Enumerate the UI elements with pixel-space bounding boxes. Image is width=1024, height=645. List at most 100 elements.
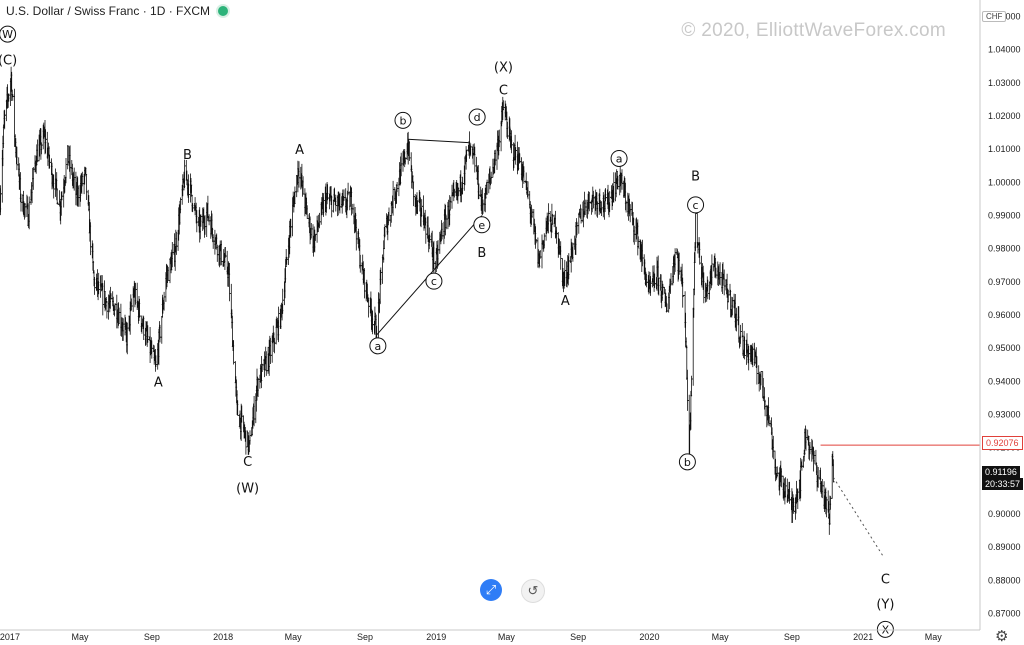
price-tick-label: 0.99000: [988, 211, 1021, 221]
wave-label-text: W: [2, 28, 13, 41]
trendlines: [376, 138, 980, 558]
ohlc-bar: [0, 185, 2, 216]
time-tick-label: May: [285, 632, 303, 642]
trendline[interactable]: [407, 138, 469, 144]
time-tick-label: May: [498, 632, 516, 642]
wave-label-text: c: [431, 275, 437, 288]
wave-label-text: B: [183, 148, 192, 163]
wave-label: d: [468, 108, 486, 126]
wave-label-text: (Y): [876, 597, 894, 612]
price-tick-label: 0.87000: [988, 608, 1021, 618]
wave-label-text: c: [693, 199, 699, 212]
wave-label: b: [394, 111, 412, 129]
wave-label-text: (X): [494, 60, 513, 75]
wave-label: (Y): [876, 597, 894, 612]
wave-label: c: [425, 272, 443, 290]
ohlc-bars: [0, 66, 835, 535]
price-tick-label: 0.96000: [988, 310, 1021, 320]
wave-label-text: B: [691, 170, 700, 185]
wave-label-circle: [468, 108, 486, 126]
ohlc-bar: [216, 244, 219, 262]
time-tick-label: May: [72, 632, 90, 642]
wave-label-circle: [876, 620, 894, 638]
wave-label: C: [499, 84, 508, 99]
wave-label: B: [477, 246, 486, 261]
time-tick-label: Sep: [357, 632, 373, 642]
ohlc-bar: [692, 307, 695, 386]
wave-label: (W): [236, 481, 259, 496]
time-tick-label: May: [712, 632, 730, 642]
wave-label: X: [876, 620, 894, 638]
price-tick-label: 0.89000: [988, 542, 1021, 552]
time-tick-label: May: [925, 632, 943, 642]
wave-label-circle: [678, 453, 696, 471]
red-level-price-tag: 0.92076: [982, 436, 1023, 450]
wave-label-text: B: [477, 246, 486, 261]
price-tick-label: 1.00000: [988, 177, 1021, 187]
price-tick-label: 1.03000: [988, 78, 1021, 88]
ohlc-bar: [346, 182, 350, 196]
wave-label-circle: [394, 111, 412, 129]
settings-button[interactable]: ⚙: [995, 627, 1008, 645]
price-tick-label: 0.88000: [988, 575, 1021, 585]
wave-label-circle: [0, 25, 17, 43]
wave-label: c: [687, 196, 705, 214]
fit-screen-button[interactable]: ⤢: [480, 579, 502, 601]
wave-label-text: C: [881, 573, 890, 588]
wave-label-circle: [473, 216, 491, 234]
wave-label: (X): [494, 60, 513, 75]
bar-countdown: 20:33:57: [982, 478, 1024, 490]
wave-label-text: C: [243, 455, 252, 470]
price-tick-label: 0.90000: [988, 509, 1021, 519]
market-status-icon: [216, 4, 231, 18]
symbol-title: U.S. Dollar / Swiss Franc · 1D · FXCM: [6, 4, 211, 18]
wave-label-circle: [369, 337, 387, 355]
reset-chart-button[interactable]: ↺: [521, 579, 545, 603]
price-tick-label: 0.93000: [988, 409, 1021, 419]
price-tick-label: 0.94000: [988, 376, 1021, 386]
last-price-tag: 0.91196: [982, 466, 1020, 478]
gear-icon: ⚙: [995, 628, 1009, 645]
wave-label: C: [881, 573, 890, 588]
chart-header: U.S. Dollar / Swiss Franc · 1D · FXCM: [6, 4, 231, 18]
wave-label-text: a: [374, 340, 381, 353]
ohlc-bar: [681, 277, 684, 308]
wave-label: e: [473, 216, 491, 234]
time-tick-label: 2020: [639, 632, 659, 642]
ohlc-bar: [85, 174, 88, 200]
wave-label: B: [183, 148, 192, 163]
ohlc-bar: [832, 459, 835, 483]
price-axis: 1.050001.040001.030001.020001.010001.000…: [988, 12, 1021, 619]
price-tick-label: 1.01000: [988, 144, 1021, 154]
wave-label-text: (W): [236, 481, 259, 496]
time-tick-label: 2021: [853, 632, 873, 642]
wave-label-text: a: [616, 152, 623, 165]
price-tick-label: 0.97000: [988, 277, 1021, 287]
wave-label-text: A: [295, 143, 304, 158]
currency-badge[interactable]: CHF: [982, 11, 1007, 22]
wave-label-text: (C): [0, 54, 17, 69]
wave-label: a: [610, 149, 628, 167]
wave-label-text: b: [684, 456, 691, 469]
ohlc-bar: [741, 323, 744, 338]
wave-label: C: [243, 455, 252, 470]
time-tick-label: 2018: [213, 632, 233, 642]
price-tick-label: 1.04000: [988, 45, 1021, 55]
wave-label-text: b: [399, 114, 406, 127]
wave-label-text: A: [561, 294, 570, 309]
wave-label-circle: [425, 272, 443, 290]
wave-label-circle: [610, 149, 628, 167]
wave-label: W: [0, 25, 17, 43]
wave-label: b: [678, 453, 696, 471]
wave-label: B: [691, 170, 700, 185]
wave-label-text: C: [499, 84, 508, 99]
wave-label: a: [369, 337, 387, 355]
wave-label: A: [295, 143, 304, 158]
time-tick-label: Sep: [784, 632, 800, 642]
wave-label: A: [561, 294, 570, 309]
wave-label-text: d: [474, 111, 481, 124]
time-tick-label: 2019: [426, 632, 446, 642]
price-tick-label: 0.95000: [988, 343, 1021, 353]
projection-line: [832, 477, 885, 558]
